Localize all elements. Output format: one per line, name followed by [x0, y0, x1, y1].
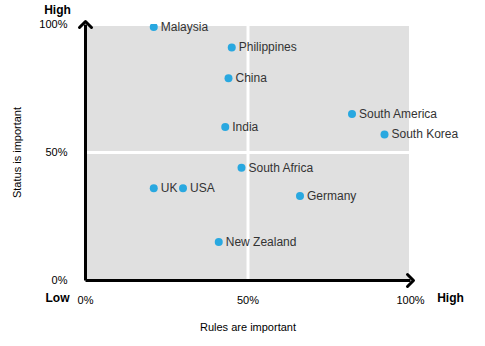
svg-text:50%: 50%	[45, 146, 67, 158]
svg-text:100%: 100%	[396, 294, 424, 306]
svg-text:USA: USA	[190, 181, 215, 195]
svg-text:Low: Low	[46, 291, 71, 305]
svg-text:0%: 0%	[78, 294, 94, 306]
svg-text:High: High	[44, 3, 71, 17]
svg-text:South Africa: South Africa	[249, 161, 314, 175]
svg-text:China: China	[236, 71, 268, 85]
svg-text:Malaysia: Malaysia	[161, 20, 209, 34]
svg-text:50%: 50%	[237, 294, 259, 306]
svg-text:South Korea: South Korea	[392, 127, 459, 141]
svg-text:New Zealand: New Zealand	[226, 235, 297, 249]
svg-text:UK: UK	[161, 181, 178, 195]
svg-text:0%: 0%	[52, 274, 68, 286]
svg-text:India: India	[232, 120, 258, 134]
svg-text:100%: 100%	[39, 18, 67, 30]
svg-text:Germany: Germany	[307, 189, 356, 203]
svg-text:Rules are important: Rules are important	[200, 321, 296, 333]
svg-text:High: High	[437, 291, 464, 305]
svg-text:Status is important: Status is important	[11, 107, 23, 198]
svg-text:South America: South America	[359, 107, 437, 121]
svg-text:Philippines: Philippines	[239, 40, 297, 54]
